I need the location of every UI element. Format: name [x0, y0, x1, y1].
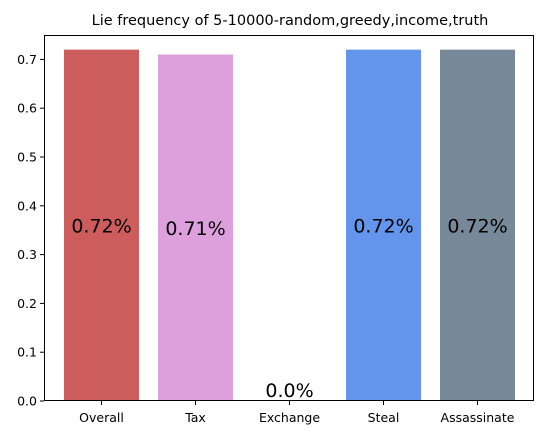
data-label-exchange: 0.0%: [265, 380, 313, 402]
y-tick-label: 0.6: [17, 101, 37, 116]
bar-tax: [158, 54, 233, 402]
data-label-assassinate: 0.72%: [447, 215, 507, 237]
y-tick-label: 0.0: [17, 394, 37, 409]
data-labels-layer: 0.72% 0.71% 0.0% 0.72% 0.72%: [71, 215, 507, 402]
axes-layer: Overall Tax Exchange Steal Assassinate 0.0 0.1…: [17, 35, 534, 425]
data-label-tax: 0.71%: [165, 218, 225, 240]
y-tick-label: 0.1: [17, 345, 37, 360]
bars-layer: [64, 49, 515, 402]
y-tick-label: 0.5: [17, 150, 37, 165]
x-tick-label-assassinate: Assassinate: [441, 410, 515, 425]
data-label-steal: 0.72%: [353, 215, 413, 237]
y-tick-label: 0.2: [17, 296, 37, 311]
x-tick-label-overall: Overall: [79, 410, 124, 425]
x-tick-label-exchange: Exchange: [259, 410, 320, 425]
bar-assassinate: [440, 49, 515, 401]
x-tick-label-steal: Steal: [368, 410, 400, 425]
data-label-overall: 0.72%: [71, 215, 131, 237]
y-tick-label: 0.3: [17, 247, 37, 262]
x-tick-label-tax: Tax: [184, 410, 206, 425]
plot-frame: [44, 35, 534, 401]
chart-title: Lie frequency of 5-10000-random,greedy,i…: [92, 13, 489, 29]
y-tick-label: 0.4: [17, 198, 37, 213]
bar-overall: [64, 49, 139, 401]
bar-steal: [346, 49, 421, 401]
y-tick-label: 0.7: [17, 52, 37, 67]
